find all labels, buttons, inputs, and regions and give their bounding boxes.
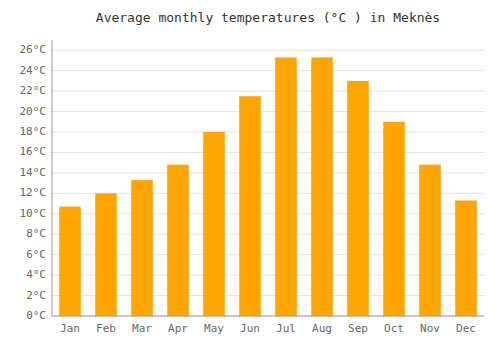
bar [275, 57, 297, 316]
x-tick-label: Jul [276, 322, 296, 335]
chart: Average monthly temperatures (°C ) in Me… [0, 0, 500, 350]
x-tick-label: Jun [240, 322, 260, 335]
x-tick-label: Jan [60, 322, 80, 335]
bar [167, 165, 189, 316]
y-tick-label: 0°C [26, 309, 46, 322]
bars [59, 57, 477, 316]
grid-line [52, 152, 484, 153]
title: Average monthly temperatures (°C ) in Me… [96, 10, 440, 25]
grid-line [52, 111, 484, 112]
x-axis-line [52, 316, 484, 317]
grid-line [52, 132, 484, 133]
x-tick-label: Dec [456, 322, 476, 335]
grid-line [52, 91, 484, 92]
x-tick-label: May [204, 322, 224, 335]
y-tick-label: 8°C [26, 227, 46, 240]
y-tick-label: 26°C [20, 43, 47, 56]
y-tick-label: 4°C [26, 268, 46, 281]
bar [311, 57, 333, 316]
bar [347, 81, 369, 316]
bar [239, 96, 261, 316]
x-tick-label: Mar [132, 322, 152, 335]
bar [419, 165, 441, 316]
y-axis-line [52, 40, 53, 316]
chart-container: Average monthly temperatures (°C ) in Me… [0, 0, 500, 350]
bar [203, 132, 225, 316]
grid-line [52, 70, 484, 71]
y-tick-label: 14°C [20, 166, 47, 179]
grid-line [52, 316, 484, 317]
x-tick-label: Oct [384, 322, 404, 335]
y-tick-label: 12°C [20, 186, 47, 199]
y-tick-label: 6°C [26, 248, 46, 261]
x-tick-label: Aug [312, 322, 332, 335]
y-tick-label: 22°C [20, 84, 47, 97]
x-tick-label: Feb [96, 322, 116, 335]
bar [59, 207, 81, 316]
y-tick-label: 10°C [20, 207, 47, 220]
grid [52, 50, 484, 316]
x-tick-label: Nov [420, 322, 440, 335]
bar [383, 122, 405, 316]
x-tick-label: Apr [168, 322, 188, 335]
y-tick-label: 20°C [20, 105, 47, 118]
bar [131, 180, 153, 316]
y-tick-label: 2°C [26, 289, 46, 302]
y-tick-label: 18°C [20, 125, 47, 138]
bar [455, 200, 477, 316]
grid-line [52, 50, 484, 51]
x-tick-label: Sep [348, 322, 368, 335]
y-tick-label: 24°C [20, 64, 47, 77]
bar [95, 193, 117, 316]
y-tick-label: 16°C [20, 145, 47, 158]
